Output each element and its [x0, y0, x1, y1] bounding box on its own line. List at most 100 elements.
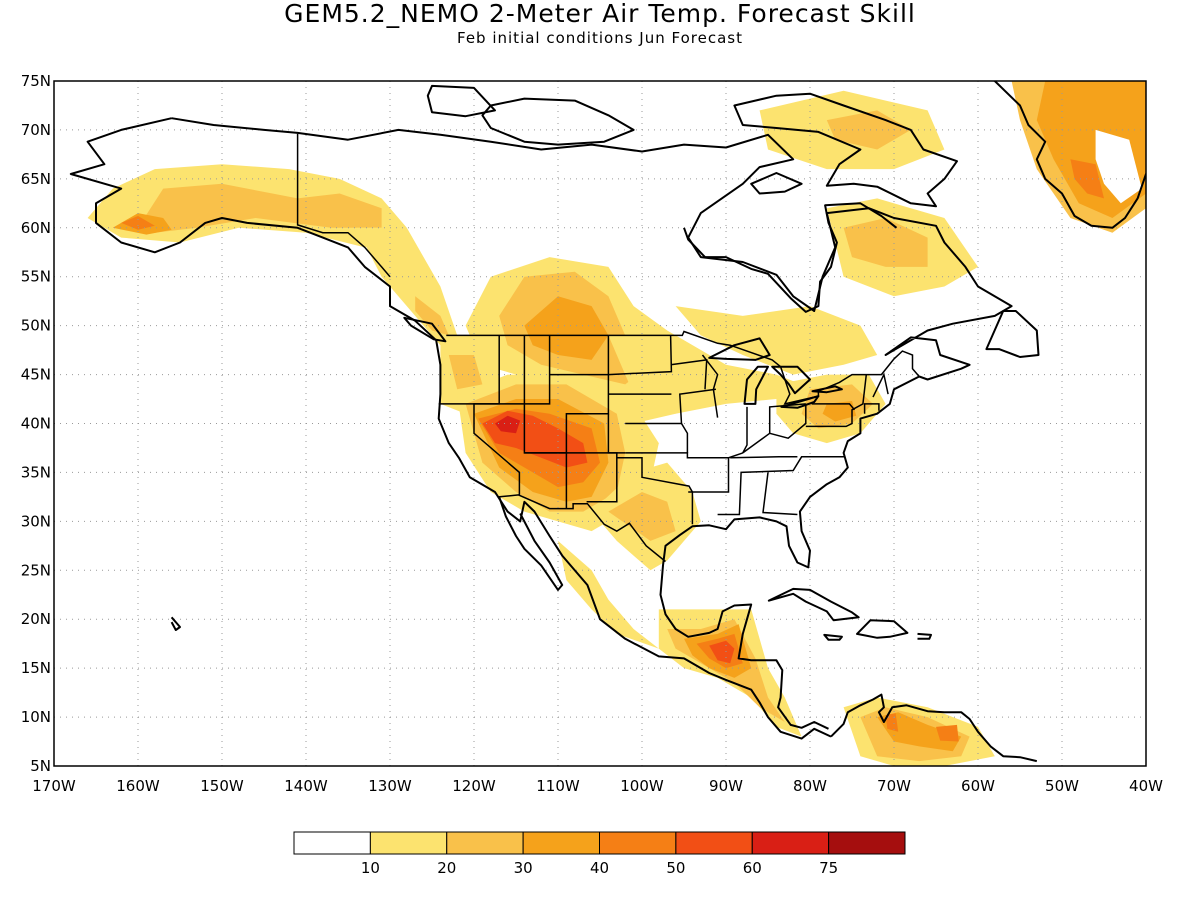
- legend-swatch: [675, 831, 753, 855]
- x-tick-label: 120W: [452, 777, 496, 795]
- x-axis: 170W 160W 150W 140W 130W 120W 110W 100W 90W 80W 70…: [32, 777, 1163, 795]
- legend-label: 40: [590, 859, 609, 877]
- legend-label: 60: [743, 859, 762, 877]
- x-tick-label: 60W: [961, 777, 995, 795]
- ontario-skill: [675, 306, 878, 375]
- coast-arctic-mainland: [171, 117, 1013, 730]
- y-tick-label: 70N: [21, 121, 51, 139]
- y-tick-label: 50N: [21, 317, 51, 335]
- coast-newfoundland: [985, 310, 1040, 358]
- border-state: [616, 457, 694, 525]
- central-america-skill: [709, 640, 735, 664]
- x-tick-label: 70W: [877, 777, 911, 795]
- alaska-skill: [138, 183, 382, 233]
- texas-skill: [608, 492, 676, 541]
- border-state: [688, 452, 744, 493]
- coast-baffin: [733, 92, 958, 208]
- legend-swatch: [599, 831, 677, 855]
- border-us-mexico: [498, 494, 666, 563]
- border-state: [680, 423, 689, 453]
- legend-label: 10: [361, 859, 380, 877]
- coast-lake-erie: [780, 395, 820, 409]
- coast-victoria-island: [481, 97, 635, 146]
- x-tick-label: 100W: [620, 777, 664, 795]
- border-state: [762, 472, 798, 516]
- border-state: [717, 456, 846, 516]
- greenland-interior: [1095, 129, 1142, 204]
- x-tick-label: 150W: [200, 777, 244, 795]
- x-tick-label: 160W: [116, 777, 160, 795]
- y-tick-label: 75N: [21, 72, 51, 90]
- skill-shading: [87, 81, 1146, 766]
- southwest-skill: [495, 415, 521, 434]
- legend-swatch: [369, 831, 448, 855]
- legend-swatch: [293, 831, 371, 855]
- border-state: [473, 335, 521, 495]
- coast-puerto-rico: [917, 632, 932, 640]
- x-tick-label: 40W: [1129, 777, 1163, 795]
- border-state: [730, 456, 798, 459]
- legend-label: 30: [514, 859, 533, 877]
- x-tick-label: 170W: [32, 777, 76, 795]
- border-state: [805, 374, 868, 428]
- south-america-skill: [877, 712, 962, 752]
- y-tick-label: 35N: [21, 463, 51, 481]
- legend-swatch: [751, 831, 830, 855]
- northeast-skill: [822, 401, 857, 422]
- x-tick-label: 80W: [793, 777, 827, 795]
- y-tick-label: 65N: [21, 170, 51, 188]
- south-america-skill: [936, 724, 959, 742]
- border-state: [863, 403, 880, 414]
- border-state: [625, 452, 729, 459]
- y-tick-label: 5N: [30, 757, 51, 775]
- border-state: [701, 354, 719, 418]
- mexico-skill: [558, 540, 659, 649]
- alaska-skill: [121, 216, 155, 230]
- coast-lake-huron: [771, 365, 811, 395]
- border-state: [625, 388, 716, 425]
- legend-label: 20: [437, 859, 456, 877]
- bc-coast-skill: [415, 296, 449, 336]
- border-state: [769, 403, 807, 440]
- coast-south-america: [830, 693, 1038, 763]
- coast-lake-michigan: [743, 365, 769, 405]
- plot-frame: [53, 80, 1147, 767]
- chart-subtitle: Feb initial conditions Jun Forecast: [457, 29, 743, 47]
- legend-label: 75: [819, 859, 838, 877]
- border-state: [742, 403, 806, 454]
- x-tick-label: 110W: [536, 777, 580, 795]
- x-tick-label: 130W: [368, 777, 412, 795]
- y-tick-label: 45N: [21, 366, 51, 384]
- y-tick-label: 10N: [21, 708, 51, 726]
- y-tick-label: 25N: [21, 561, 51, 579]
- border-state: [438, 335, 551, 405]
- prairie-skill: [524, 296, 609, 360]
- coast-hispaniola: [856, 619, 909, 639]
- coast-vancouver-island: [403, 316, 447, 343]
- y-tick-label: 30N: [21, 512, 51, 530]
- coast-southampton: [750, 172, 803, 195]
- coastlines: [69, 81, 1146, 763]
- coast-jamaica: [823, 633, 843, 641]
- greenland-skill: [1070, 159, 1104, 199]
- x-tick-label: 90W: [709, 777, 743, 795]
- border-state: [549, 335, 673, 376]
- coast-lake-superior: [708, 337, 771, 361]
- border-state: [586, 413, 618, 503]
- y-tick-label: 20N: [21, 610, 51, 628]
- y-tick-label: 15N: [21, 659, 51, 677]
- border-state: [811, 403, 856, 411]
- border-state: [523, 335, 610, 454]
- coast-greenland: [992, 81, 1146, 229]
- border-us-canada: [446, 330, 920, 405]
- coast-north-america-west: [69, 117, 832, 740]
- coast-baja: [498, 496, 564, 591]
- color-legend: 10 20 30 40 50 60 75: [293, 831, 906, 877]
- legend-label: 50: [666, 859, 685, 877]
- x-tick-label: 140W: [284, 777, 328, 795]
- y-axis: 5N 10N 15N 20N 25N 30N 35N 40N 45N 50N 55N 60N 65N 70…: [21, 72, 51, 775]
- labrador-skill: [843, 218, 928, 267]
- south-america-skill: [885, 713, 899, 732]
- coast-banks-island: [426, 84, 496, 118]
